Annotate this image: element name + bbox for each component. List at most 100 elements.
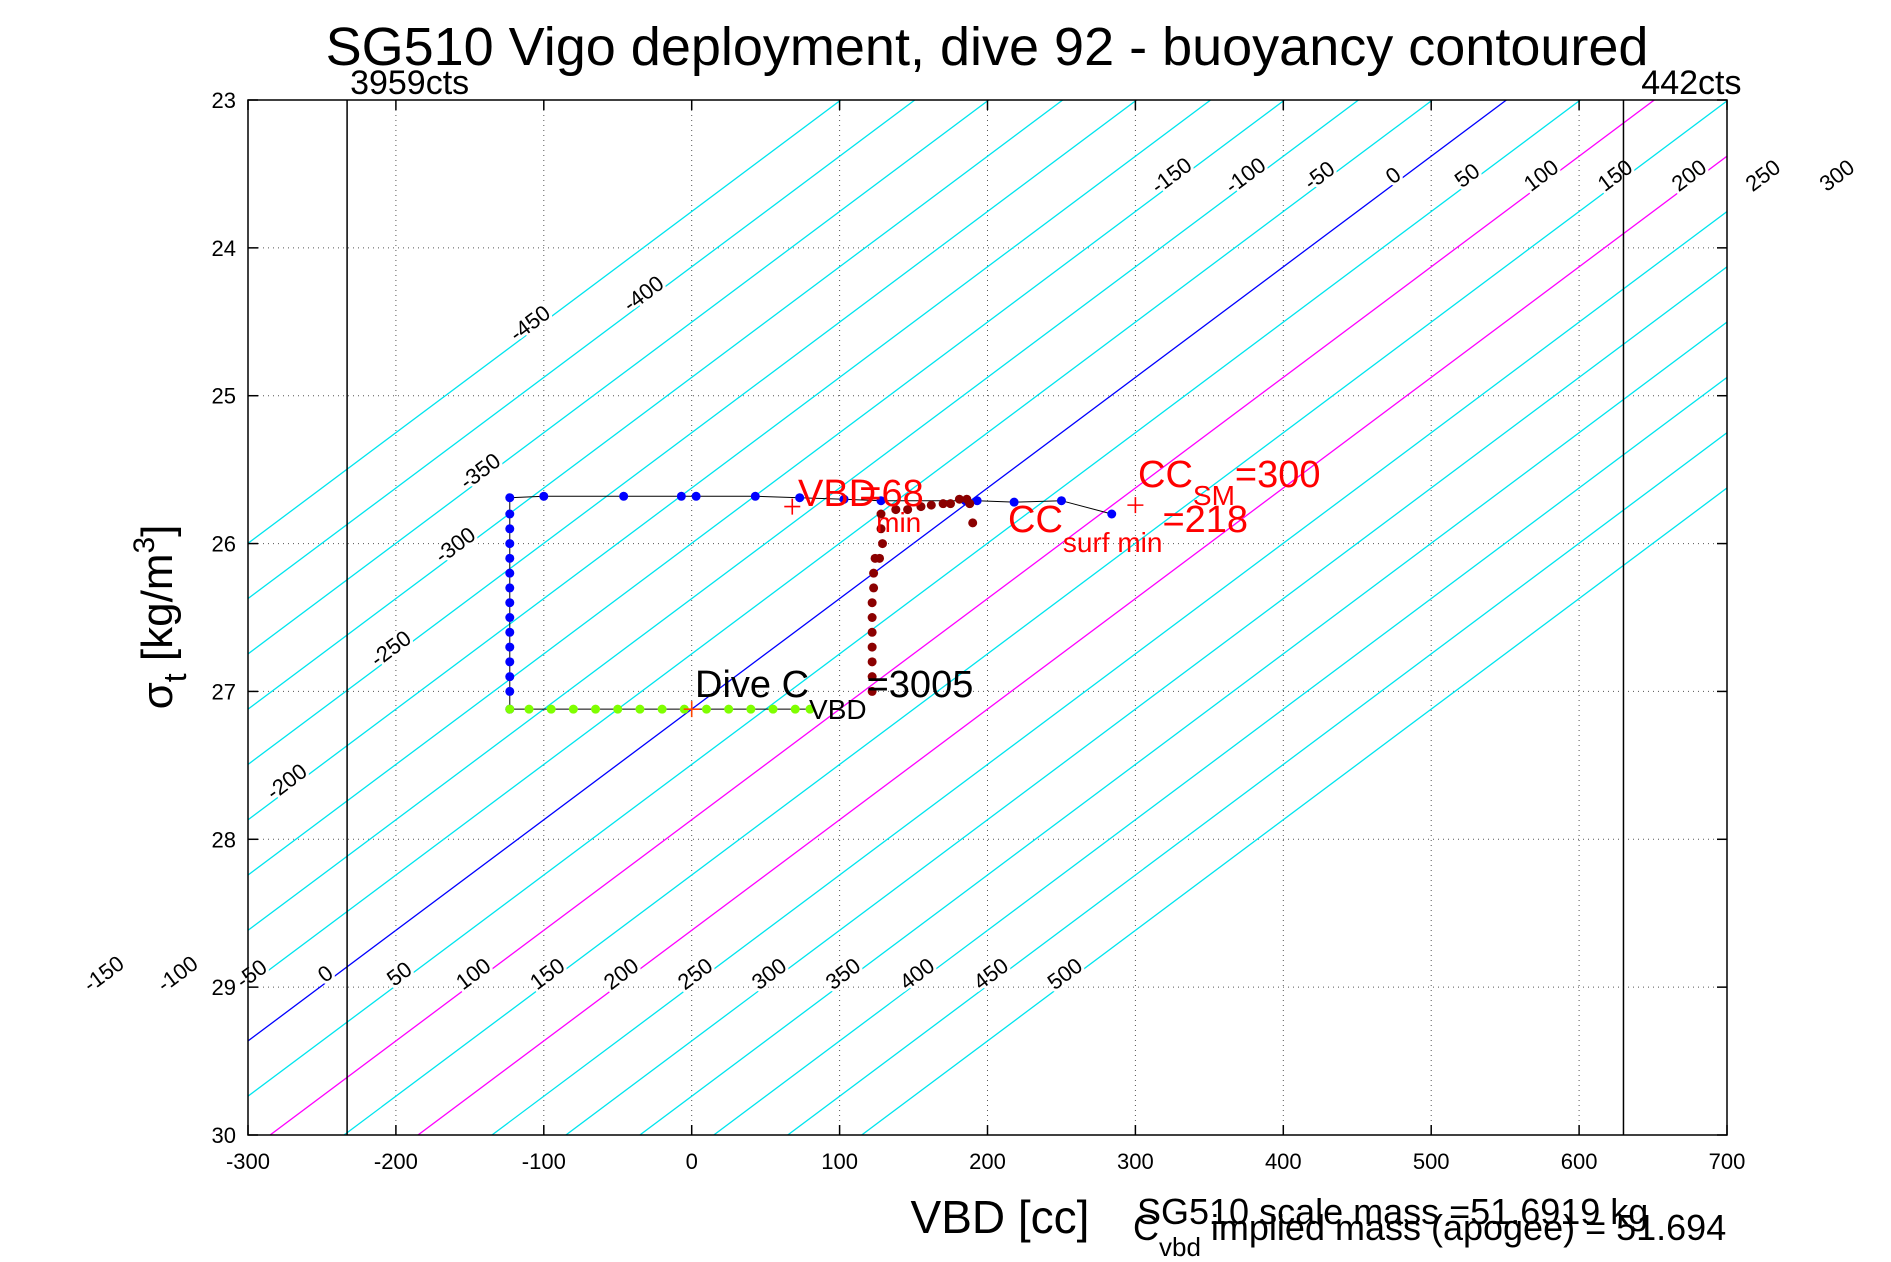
contour-line xyxy=(712,376,1727,1135)
dive-cvbd-value: =3005 xyxy=(867,664,974,706)
data-point xyxy=(635,704,645,714)
data-point xyxy=(505,672,515,682)
data-point xyxy=(505,627,515,637)
data-point xyxy=(839,494,849,504)
contour-line xyxy=(269,100,1656,1135)
data-point xyxy=(968,518,978,528)
data-point xyxy=(505,539,515,549)
y-axis-label-rest: [kg/m xyxy=(133,554,182,674)
data-point xyxy=(869,583,879,593)
x-tick-label: 200 xyxy=(969,1149,1006,1174)
x-tick-label: 500 xyxy=(1413,1149,1450,1174)
data-point xyxy=(965,499,975,509)
y-tick-label: 28 xyxy=(212,827,236,852)
dive-cvbd-sub: VBD xyxy=(809,694,867,725)
data-point xyxy=(724,704,734,714)
contour-line xyxy=(342,100,1727,1135)
implied-mass-sub: vbd xyxy=(1159,1232,1201,1262)
data-point xyxy=(676,491,686,501)
data-point xyxy=(750,491,760,501)
data-point xyxy=(768,704,778,714)
data-point xyxy=(505,493,515,503)
contour-line xyxy=(248,100,1582,1098)
data-point xyxy=(926,500,936,510)
contour-line xyxy=(248,100,1434,987)
cc-surf-annotation: CCsurf min=218 xyxy=(1008,499,1248,558)
data-point xyxy=(876,509,886,519)
data-point xyxy=(877,539,887,549)
data-point xyxy=(746,704,756,714)
cc-surf-base: CC xyxy=(1008,499,1063,541)
y-tick-label: 29 xyxy=(212,975,236,1000)
y-tick-label: 24 xyxy=(212,236,236,261)
contour-line xyxy=(248,100,1212,821)
data-point xyxy=(691,491,701,501)
data-point xyxy=(867,686,877,696)
contour-line xyxy=(786,431,1727,1135)
contour-line xyxy=(248,100,916,600)
buoyancy-contours xyxy=(248,100,1727,1135)
contour-label: -150 xyxy=(78,951,128,997)
contour-line xyxy=(638,321,1727,1135)
contour-line xyxy=(248,100,1360,932)
x-tick-label: 400 xyxy=(1265,1149,1302,1174)
y-axis-label-end: ] xyxy=(133,525,182,537)
contour-line xyxy=(416,155,1727,1135)
x-axis-label: VBD [cc] xyxy=(911,1191,1090,1243)
data-point xyxy=(891,505,901,515)
data-point xyxy=(524,704,534,714)
data-point xyxy=(903,505,913,515)
data-point xyxy=(539,491,549,501)
dive-series xyxy=(505,491,1117,714)
implied-mass-value: implied mass (apogee) = 51.694 xyxy=(1201,1207,1726,1248)
data-point xyxy=(505,613,515,622)
vbd-min-base: VBD xyxy=(798,473,876,515)
series-line xyxy=(509,495,1112,710)
y-axis-label-base: σ xyxy=(133,682,182,709)
dive-cvbd-annotation: Dive CVBD=3005 xyxy=(695,664,973,725)
cc-surf-sub: surf min xyxy=(1063,527,1163,558)
contour-line xyxy=(564,266,1727,1135)
data-point xyxy=(867,672,877,682)
cc-sm-value: =300 xyxy=(1235,454,1321,496)
x-tick-label: -100 xyxy=(522,1149,566,1174)
data-point xyxy=(1107,509,1117,519)
cc-sm-base: CC xyxy=(1138,454,1193,496)
data-point xyxy=(505,568,515,578)
cc-sm-sub: SM xyxy=(1193,480,1235,511)
scale-mass-text: SG510 scale mass =51.6919 kg xyxy=(1137,1191,1648,1232)
axis-ticks: -300 -200 -100 0 100 200 300 400 500 600 700 23 24 25… xyxy=(212,88,1746,1174)
vbd-min-value: =68 xyxy=(859,473,923,515)
data-point xyxy=(916,502,926,512)
contour-line xyxy=(860,487,1727,1135)
data-point xyxy=(505,686,515,696)
contour-line xyxy=(248,100,1138,766)
data-point xyxy=(1056,496,1066,506)
data-point xyxy=(505,583,515,593)
contour-line xyxy=(248,100,1286,876)
reference-markers xyxy=(683,497,1144,718)
data-point xyxy=(876,524,886,534)
contour-line xyxy=(248,100,842,545)
x-tick-label: 300 xyxy=(1117,1149,1154,1174)
implied-mass-text: Cvbd implied mass (apogee) = 51.694 xyxy=(1133,1207,1726,1262)
data-point xyxy=(613,704,623,714)
vbd-bound-label: 442cts xyxy=(1641,64,1741,102)
y-tick-label: 30 xyxy=(212,1123,236,1148)
y-axis-label-sub: t xyxy=(157,673,193,682)
x-tick-label: 600 xyxy=(1561,1149,1598,1174)
data-point xyxy=(701,704,711,714)
data-point xyxy=(790,704,800,714)
contour-label: 300 xyxy=(1815,154,1859,196)
data-point xyxy=(591,704,601,714)
data-point xyxy=(505,704,515,714)
x-tick-label: -300 xyxy=(226,1149,270,1174)
y-tick-label: 23 xyxy=(212,88,236,113)
data-point xyxy=(505,509,515,519)
plus-marker xyxy=(683,701,700,718)
data-point xyxy=(505,598,515,608)
contour-label: 250 xyxy=(1741,154,1785,196)
y-tick-label: 25 xyxy=(212,384,236,409)
contour-line xyxy=(248,100,1508,1042)
data-point xyxy=(505,524,515,534)
